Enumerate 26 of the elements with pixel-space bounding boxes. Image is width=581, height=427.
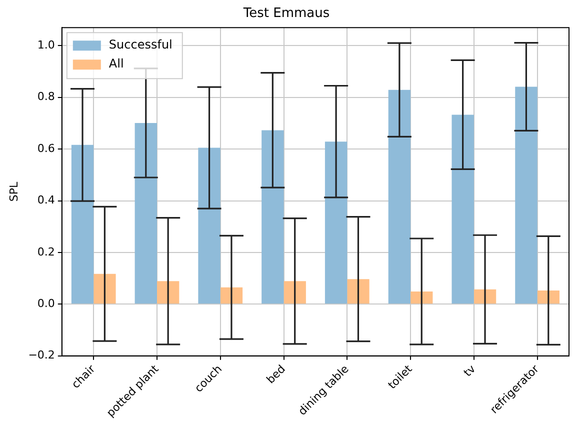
y-axis-title: SPL	[7, 180, 20, 202]
bar	[198, 148, 220, 304]
y-tick-label: 0.6	[37, 142, 55, 155]
bar	[94, 274, 116, 304]
y-tick-label: 0.0	[37, 297, 55, 310]
bar	[452, 114, 474, 304]
bar	[515, 86, 538, 304]
y-tick-label: 0.8	[37, 90, 55, 104]
x-tick-label: tv	[461, 362, 478, 380]
bar	[284, 281, 306, 304]
bar	[71, 144, 94, 304]
y-tick-label: 0.2	[37, 245, 55, 258]
bar	[134, 122, 157, 304]
bar	[156, 281, 180, 304]
bar	[537, 290, 560, 304]
legend-label: Successful	[108, 38, 172, 52]
bar	[324, 142, 348, 304]
y-tick-label: 0.4	[37, 194, 55, 207]
bar	[410, 291, 433, 304]
chart-title: Test Emmaus	[242, 6, 330, 22]
y-tick-label: 1.0	[37, 38, 55, 52]
legend-label: All	[108, 56, 124, 71]
bar	[262, 130, 284, 304]
y-tick-label: −0.2	[28, 348, 55, 362]
bar	[347, 279, 370, 304]
bar	[388, 90, 411, 304]
